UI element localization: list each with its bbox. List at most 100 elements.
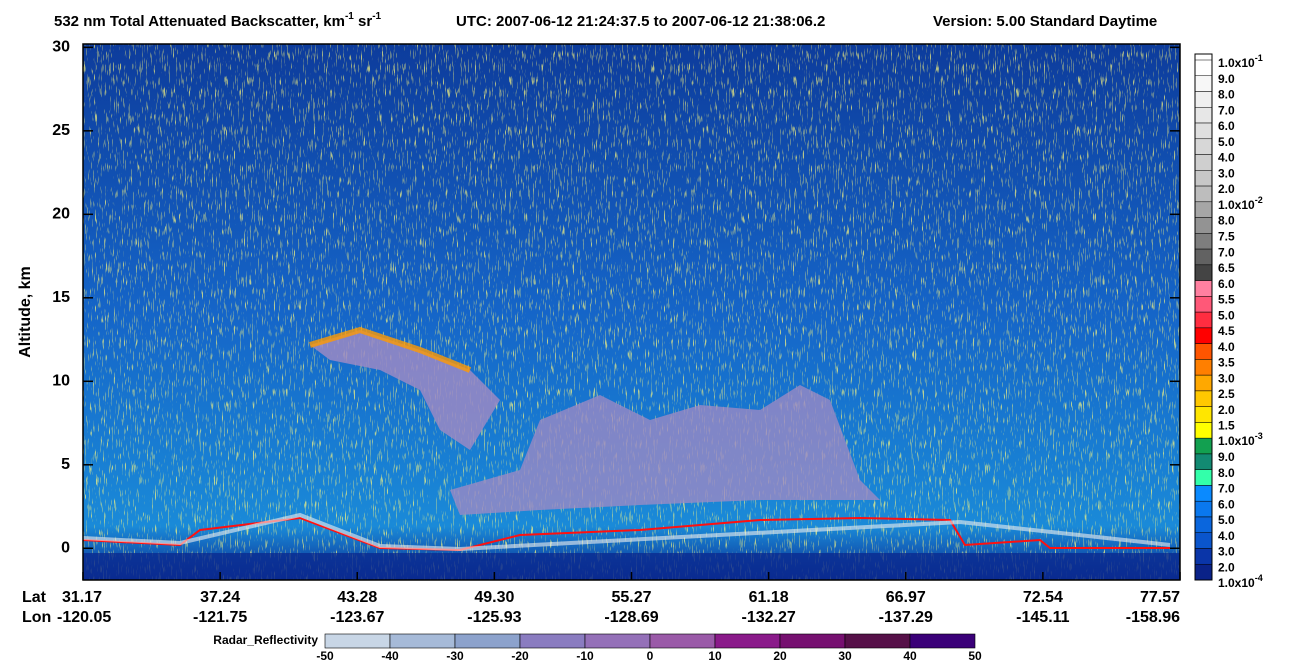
colorbar-swatch [1194, 91, 1213, 108]
radar-tick-label: 40 [903, 649, 917, 663]
radar-tick-label: 10 [708, 649, 722, 663]
colorbar-label: 2.0 [1218, 182, 1235, 196]
colorbar-swatch [1194, 390, 1213, 407]
y-tick-label: 20 [52, 206, 70, 223]
colorbar-label: 7.0 [1218, 482, 1235, 496]
colorbar-swatch [1194, 122, 1213, 140]
lat-label: 37.24 [200, 589, 240, 606]
colorbar-label: 5.0 [1218, 135, 1235, 149]
lon-label: -158.96 [1126, 609, 1180, 626]
y-tick-label: 10 [52, 373, 70, 390]
colorbar-swatch [1194, 374, 1213, 392]
radar-tick-label: 30 [838, 649, 852, 663]
radar-swatch [584, 633, 651, 649]
lat-label: 43.28 [337, 589, 377, 606]
colorbar-swatch [1194, 280, 1213, 297]
colorbar-swatch [1194, 548, 1213, 565]
title-superscript: -1 [372, 11, 381, 22]
colorbar-label: 7.5 [1218, 230, 1235, 244]
colorbar-label-exponent: -1 [1255, 53, 1263, 63]
colorbar-swatch [1194, 264, 1213, 281]
colorbar-swatch [1194, 437, 1213, 455]
title-text: 532 nm Total Attenuated Backscatter, km [54, 13, 345, 30]
colorbar-label: 5.0 [1218, 513, 1235, 527]
colorbar-swatch [1194, 201, 1213, 218]
radar-swatch [389, 633, 456, 649]
y-tick-label: 25 [52, 122, 70, 139]
lon-label: -120.05 [57, 609, 111, 626]
colorbar-label: 1.0x10-2 [1218, 195, 1263, 212]
colorbar-swatch [1194, 138, 1213, 155]
radar-swatch [844, 633, 911, 649]
colorbar-swatch [1194, 327, 1213, 344]
colorbar-label: 6.0 [1218, 497, 1235, 511]
radar-swatch [519, 633, 586, 649]
version: Version: 5.00 Standard Daytime [933, 13, 1157, 30]
colorbar-label: 4.0 [1218, 340, 1235, 354]
colorbar-swatch [1194, 217, 1213, 234]
title-superscript: -1 [345, 11, 354, 22]
radar-tick-label: -50 [316, 649, 334, 663]
colorbar-swatch [1194, 154, 1213, 171]
colorbar-label-exponent: -2 [1255, 195, 1263, 205]
colorbar-label: 4.5 [1218, 324, 1235, 338]
colorbar-label: 2.0 [1218, 403, 1235, 417]
backscatter-image [82, 44, 1180, 580]
radar-swatch [779, 633, 846, 649]
y-tick-label: 0 [61, 539, 70, 556]
colorbar-label: 3.0 [1218, 371, 1235, 385]
colorbar-label: 2.0 [1218, 560, 1235, 574]
radar-swatch [454, 633, 521, 649]
colorbar-swatch [1194, 532, 1213, 549]
colorbar-label: 6.0 [1218, 119, 1235, 133]
colorbar-label: 5.5 [1218, 293, 1235, 307]
colorbar-label: 3.0 [1218, 545, 1235, 559]
y-axis-label: Altitude, km [17, 266, 34, 358]
colorbar-swatch [1194, 107, 1213, 124]
lon-label: -123.67 [330, 609, 384, 626]
lat-label: 61.18 [749, 589, 789, 606]
radar-tick-label: -20 [511, 649, 529, 663]
lon-label: -121.75 [193, 609, 247, 626]
title-text: sr [354, 13, 373, 30]
colorbar-swatch [1194, 485, 1213, 502]
colorbar-label: 1.0x10-4 [1218, 573, 1263, 590]
lat-label: 77.57 [1140, 589, 1180, 606]
radar-tick-label: 20 [773, 649, 787, 663]
chart-title: 532 nm Total Attenuated Backscatter, km-… [54, 11, 382, 30]
radar-swatch [909, 633, 976, 649]
colorbar-label: 6.0 [1218, 277, 1235, 291]
radar-swatch [649, 633, 716, 649]
lat-label: 72.54 [1023, 589, 1063, 606]
colorbar-label-base: 1.0x10 [1218, 434, 1255, 448]
y-tick-label: 30 [52, 39, 70, 56]
colorbar-label: 3.5 [1218, 356, 1235, 370]
lat-label: 31.17 [62, 589, 102, 606]
colorbar-label: 2.5 [1218, 387, 1235, 401]
colorbar-label: 1.5 [1218, 419, 1235, 433]
colorbar-label: 5.0 [1218, 308, 1235, 322]
colorbar-swatch [1194, 59, 1213, 77]
colorbar-label: 9.0 [1218, 450, 1235, 464]
lat-row-label: Lat [22, 589, 47, 606]
radar-tick-label: -10 [576, 649, 594, 663]
colorbar-swatch [1194, 296, 1213, 313]
colorbar-label-base: 1.0x10 [1218, 56, 1255, 70]
colorbar-swatch [1194, 563, 1213, 581]
radar-tick-label: 50 [968, 649, 982, 663]
lon-label: -128.69 [604, 609, 658, 626]
colorbar-swatch [1194, 406, 1213, 423]
lon-label: -125.93 [467, 609, 521, 626]
colorbar-label: 8.0 [1218, 88, 1235, 102]
colorbar-label: 8.0 [1218, 466, 1235, 480]
colorbar-swatch [1194, 233, 1213, 250]
colorbar-swatch [1194, 248, 1213, 266]
colorbar-swatch [1194, 516, 1213, 533]
utc-range: UTC: 2007-06-12 21:24:37.5 to 2007-06-12… [456, 13, 825, 30]
lon-label: -145.11 [1016, 609, 1069, 626]
lat-label: 49.30 [474, 589, 514, 606]
colorbar-label: 7.0 [1218, 103, 1235, 117]
colorbar-label: 3.0 [1218, 166, 1235, 180]
colorbar-label: 6.5 [1218, 261, 1235, 275]
